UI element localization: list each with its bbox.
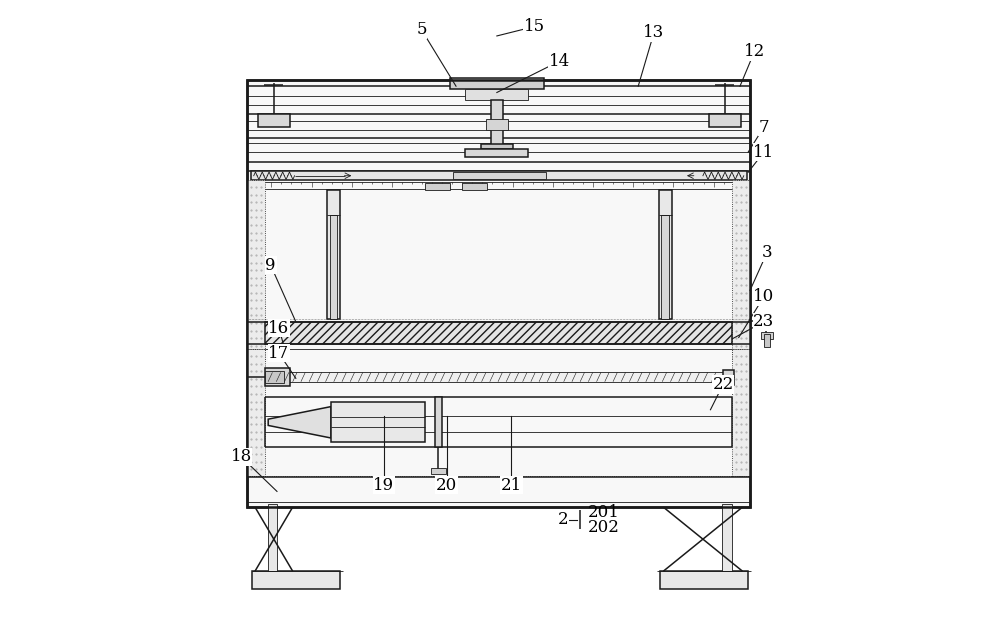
Text: 16: 16 xyxy=(268,319,289,336)
Bar xyxy=(435,397,442,447)
Bar xyxy=(761,332,773,339)
Bar xyxy=(431,468,446,475)
Text: 11: 11 xyxy=(753,144,774,161)
Bar xyxy=(247,180,265,360)
Bar xyxy=(481,144,513,149)
Text: 20: 20 xyxy=(436,476,457,493)
Bar xyxy=(661,215,669,319)
Text: 21: 21 xyxy=(501,476,522,493)
Bar xyxy=(732,180,750,360)
Bar xyxy=(251,171,747,180)
Bar xyxy=(723,370,734,385)
Bar xyxy=(327,190,340,319)
Text: 14: 14 xyxy=(549,52,570,69)
Bar xyxy=(258,114,290,127)
Text: 10: 10 xyxy=(753,288,774,305)
Text: 202: 202 xyxy=(588,519,620,536)
Bar xyxy=(486,119,508,130)
Text: 12: 12 xyxy=(744,43,765,60)
Text: 5: 5 xyxy=(416,21,427,38)
Text: 9: 9 xyxy=(265,257,276,274)
Bar xyxy=(265,322,732,344)
Bar xyxy=(659,190,672,319)
Bar xyxy=(425,183,450,191)
Bar xyxy=(764,334,770,347)
Bar xyxy=(265,372,723,382)
Text: 18: 18 xyxy=(231,449,252,465)
Bar xyxy=(732,349,750,476)
Text: 201: 201 xyxy=(588,504,620,521)
Bar xyxy=(709,114,741,127)
Text: 3: 3 xyxy=(762,244,772,261)
Bar xyxy=(465,90,528,100)
Text: 13: 13 xyxy=(643,25,665,41)
Polygon shape xyxy=(268,406,331,438)
Text: 19: 19 xyxy=(373,476,394,493)
Text: 17: 17 xyxy=(268,345,289,362)
Bar xyxy=(722,504,732,571)
Bar xyxy=(660,571,748,589)
Text: 2: 2 xyxy=(558,511,568,528)
Text: 15: 15 xyxy=(524,18,545,35)
Bar xyxy=(453,172,546,179)
Bar xyxy=(265,369,290,386)
Bar xyxy=(265,372,284,383)
Bar xyxy=(450,78,544,90)
Bar xyxy=(331,402,425,442)
Bar xyxy=(247,80,750,507)
Text: 7: 7 xyxy=(759,119,769,136)
Text: 23: 23 xyxy=(753,313,774,330)
Text: 22: 22 xyxy=(712,376,734,393)
Bar xyxy=(268,504,277,571)
Bar xyxy=(252,571,340,589)
Bar xyxy=(462,183,487,191)
Bar xyxy=(491,100,503,146)
Bar xyxy=(465,149,528,157)
Bar xyxy=(330,215,337,319)
Bar xyxy=(247,80,750,507)
Bar xyxy=(247,349,265,476)
